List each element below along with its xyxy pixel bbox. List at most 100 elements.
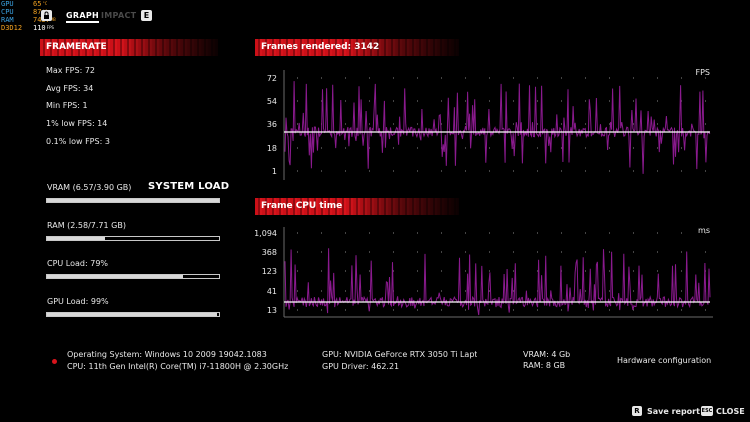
grid-dot [369,77,370,79]
grid-dot [321,100,322,102]
grid-dot [609,251,610,253]
grid-dot [633,232,634,234]
grid-dot [369,100,370,102]
grid-dot [585,309,586,311]
grid-dot [441,232,442,234]
grid-dot [345,309,346,311]
r-key-icon: R [632,406,642,416]
grid-dot [585,170,586,172]
grid-dot [417,100,418,102]
grid-dot [465,251,466,253]
grid-dot [681,100,682,102]
grid-dot [585,270,586,272]
grid-dot [465,290,466,292]
grid-dot [297,251,298,253]
grid-dot [465,309,466,311]
tab-graph[interactable]: GRAPH [66,11,99,23]
grid-dot [657,309,658,311]
grid-dot [513,123,514,125]
ms-tick-41: 41 [267,287,277,296]
grid-dot [465,123,466,125]
grid-dot [465,170,466,172]
grid-dot [441,170,442,172]
grid-dot [633,170,634,172]
vram-info: VRAM: 4 Gb [523,350,571,359]
grid-dot [417,170,418,172]
grid-dot [393,270,394,272]
grid-dot [633,290,634,292]
tab-impact[interactable]: IMPACT [101,11,137,20]
grid-dot [513,309,514,311]
esc-key-icon: ESC [701,406,713,416]
grid-dot [489,100,490,102]
grid-dot [489,147,490,149]
grid-dot [609,309,610,311]
grid-dot [345,232,346,234]
cpu-load-label: CPU Load: 79% [47,259,109,268]
grid-dot [609,232,610,234]
close-label: CLOSE [716,407,745,416]
grid-dot [297,270,298,272]
ms-tick-13: 13 [267,306,277,315]
overlay-row-d3d12: D3D12 110FPS [0,24,60,32]
grid-dot [321,147,322,149]
ram-label: RAM (2.58/7.71 GB) [47,221,126,230]
grid-dot [585,100,586,102]
grid-dot [585,147,586,149]
low01-fps: 0.1% low FPS: 3 [46,137,110,146]
grid-dot [297,100,298,102]
grid-dot [393,309,394,311]
grid-dot [705,100,706,102]
grid-dot [585,251,586,253]
grid-dot [681,290,682,292]
grid-dot [585,232,586,234]
grid-dot [441,290,442,292]
ms-tick-368: 368 [262,248,277,257]
grid-dot [417,232,418,234]
lock-icon[interactable] [41,10,52,21]
fps-tick-72: 72 [267,74,277,83]
grid-dot [417,270,418,272]
grid-dot [441,77,442,79]
grid-dot [369,147,370,149]
grid-dot [489,170,490,172]
grid-dot [537,251,538,253]
grid-dot [369,270,370,272]
grid-dot [657,232,658,234]
grid-dot [489,232,490,234]
grid-dot [513,100,514,102]
grid-dot [393,77,394,79]
grid-dot [297,147,298,149]
grid-dot [657,251,658,253]
ms-unit-label: ms [698,226,710,235]
grid-dot [609,123,610,125]
vram-label: VRAM (6.57/3.90 GB) [47,183,132,192]
grid-dot [657,270,658,272]
grid-dot [369,232,370,234]
e-key-hint[interactable]: E [141,10,152,21]
overlay-label: D3D12 [1,24,23,32]
ram-info: RAM: 8 GB [523,361,566,370]
grid-dot [513,251,514,253]
grid-dot [633,100,634,102]
grid-dot [633,147,634,149]
grid-dot [657,170,658,172]
cpu-load-bar-fill [47,275,183,278]
fps-unit-label: FPS [695,68,710,77]
grid-dot [633,251,634,253]
grid-dot [537,232,538,234]
os-info: Operating System: Windows 10 2009 19042.… [67,350,267,359]
gpu-load-bar-fill [47,313,218,316]
grid-dot [441,309,442,311]
grid-dot [489,309,490,311]
grid-dot [585,123,586,125]
fps-tick-54: 54 [267,97,277,106]
grid-dot [561,123,562,125]
grid-dot [345,270,346,272]
grid-dot [465,232,466,234]
grid-dot [369,170,370,172]
hardware-config-label: Hardware configuration [617,356,712,365]
grid-dot [417,77,418,79]
grid-dot [609,100,610,102]
grid-dot [513,77,514,79]
